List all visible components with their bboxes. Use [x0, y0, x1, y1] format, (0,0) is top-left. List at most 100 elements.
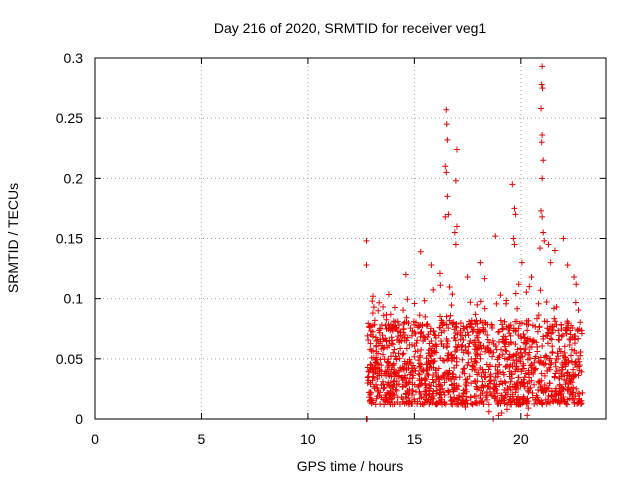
data-point: [397, 329, 404, 336]
data-point: [421, 388, 428, 395]
data-point: [409, 374, 416, 381]
data-point: [426, 391, 433, 398]
x-tick-label: 0: [91, 431, 99, 447]
data-point: [390, 362, 397, 369]
data-point: [552, 397, 559, 404]
data-point: [492, 363, 499, 370]
data-point: [408, 341, 415, 348]
data-point: [553, 304, 560, 311]
data-point: [547, 355, 554, 362]
data-point: [407, 360, 414, 367]
data-point: [544, 368, 551, 375]
data-point: [453, 320, 460, 327]
data-point: [571, 274, 578, 281]
data-point: [517, 358, 524, 365]
data-point: [420, 394, 427, 401]
data-point: [461, 365, 468, 372]
data-point: [369, 298, 376, 305]
data-point: [411, 353, 418, 360]
data-point: [482, 369, 489, 376]
data-point: [430, 379, 437, 386]
data-point: [433, 343, 440, 350]
data-point: [443, 121, 450, 128]
data-point: [487, 361, 494, 368]
data-point: [468, 317, 475, 324]
data-point: [475, 344, 482, 351]
data-point: [373, 337, 380, 344]
data-point: [369, 322, 376, 329]
data-point: [553, 355, 560, 362]
data-point: [383, 325, 390, 332]
data-point: [477, 387, 484, 394]
data-point: [424, 370, 431, 377]
data-point: [517, 333, 524, 340]
data-point: [388, 326, 395, 333]
data-point: [557, 348, 564, 355]
data-point: [443, 106, 450, 113]
data-point: [445, 389, 452, 396]
data-point: [489, 337, 496, 344]
data-point: [444, 193, 451, 200]
data-point: [510, 352, 517, 359]
data-point: [377, 325, 384, 332]
data-point: [386, 337, 393, 344]
data-point: [485, 401, 492, 408]
data-point: [552, 359, 559, 366]
data-point: [389, 341, 396, 348]
data-point: [368, 347, 375, 354]
data-point: [415, 383, 422, 390]
data-point: [396, 322, 403, 329]
y-tick-label: 0: [75, 411, 83, 427]
data-point: [524, 395, 531, 402]
data-point: [495, 329, 502, 336]
data-point: [500, 333, 507, 340]
data-point: [414, 337, 421, 344]
data-point: [531, 400, 538, 407]
data-point: [453, 223, 460, 230]
data-point: [459, 332, 466, 339]
data-point: [573, 385, 580, 392]
data-point: [431, 347, 438, 354]
data-point: [460, 336, 467, 343]
data-point: [508, 375, 515, 382]
data-point: [545, 340, 551, 347]
data-point: [426, 364, 433, 371]
data-point: [478, 373, 485, 380]
data-point: [531, 355, 538, 362]
data-point: [402, 374, 409, 381]
data-point: [545, 330, 552, 337]
data-point: [477, 355, 484, 362]
data-point: [487, 390, 494, 397]
data-point: [422, 313, 429, 320]
data-point: [539, 213, 546, 220]
data-point: [434, 387, 441, 394]
data-point: [559, 385, 566, 392]
data-point: [520, 380, 527, 387]
data-point: [382, 335, 389, 342]
data-point: [576, 358, 583, 365]
data-point: [515, 374, 522, 381]
data-point: [384, 358, 391, 365]
data-point: [474, 352, 481, 359]
data-point: [409, 365, 416, 372]
data-point: [364, 364, 371, 371]
data-point: [403, 390, 410, 397]
data-point: [546, 380, 553, 387]
data-point: [546, 366, 553, 373]
data-point: [439, 319, 446, 326]
data-point: [560, 235, 567, 242]
data-point: [566, 341, 573, 348]
data-point: [505, 341, 512, 348]
data-point: [424, 320, 431, 327]
data-point: [507, 386, 514, 393]
data-point: [479, 319, 486, 326]
data-point: [552, 318, 559, 325]
data-point: [383, 368, 390, 375]
data-point: [496, 361, 503, 368]
data-point: [450, 370, 457, 377]
data-point: [429, 399, 436, 406]
data-point: [490, 349, 497, 356]
data-point: [522, 383, 529, 390]
data-point: [568, 352, 575, 359]
data-point: [512, 318, 519, 325]
